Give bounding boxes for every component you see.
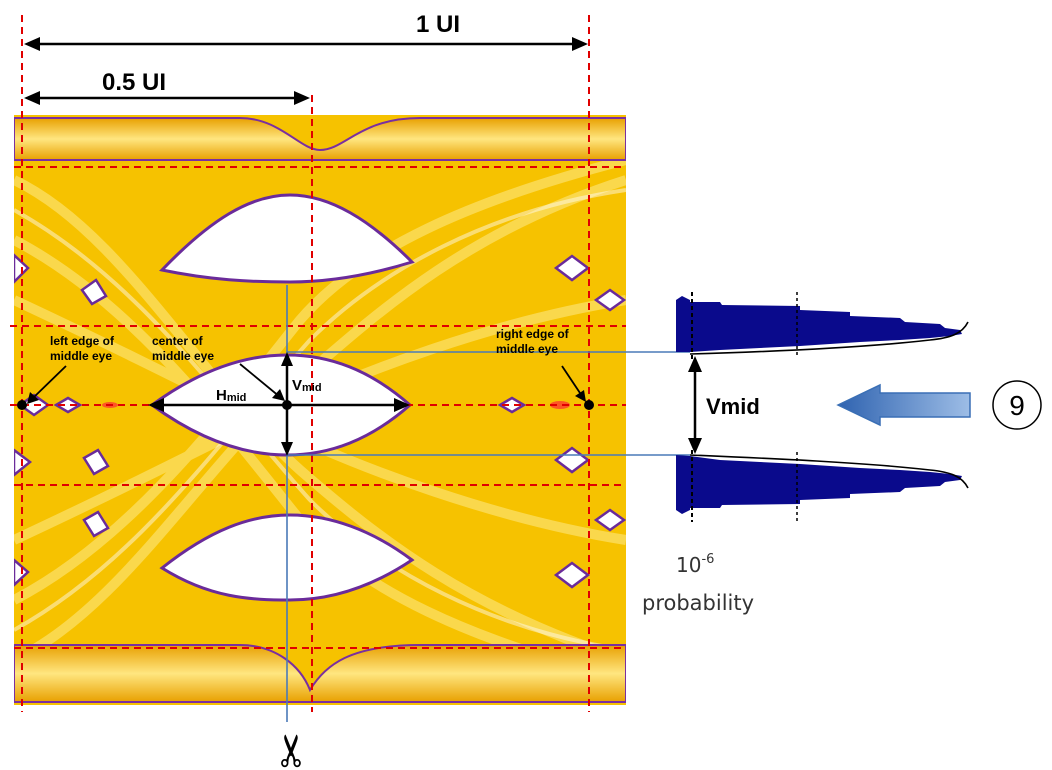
histogram-lower — [676, 450, 968, 522]
eye-pattern — [14, 115, 626, 705]
probability-label: probability — [642, 591, 754, 615]
one-ui-label: 1 UI — [416, 11, 460, 38]
vmid-arrow-outer — [688, 356, 702, 454]
right-edge-dot — [584, 400, 594, 410]
left-edge-label: left edge of middle eye — [50, 334, 117, 363]
probability-exponent-label: 10-6 — [676, 552, 714, 577]
vmid-label: Vmid — [706, 394, 760, 419]
scissors-icon: ✂ — [268, 732, 317, 769]
circled-number-icon: 9 — [993, 381, 1041, 429]
histogram-upper — [676, 292, 968, 360]
one-ui-dimension — [24, 37, 588, 51]
left-edge-dot — [17, 400, 27, 410]
callout-arrow-icon — [838, 385, 970, 425]
center-label: center of middle eye — [152, 334, 214, 363]
callout-number: 9 — [1009, 390, 1025, 421]
half-ui-label: 0.5 UI — [102, 69, 166, 96]
center-dot — [282, 400, 292, 410]
half-ui-dimension — [24, 91, 310, 105]
